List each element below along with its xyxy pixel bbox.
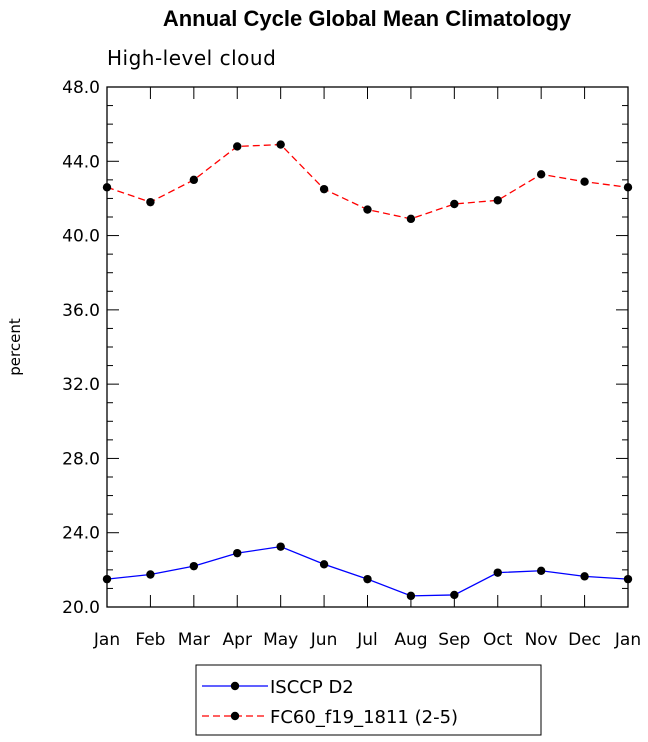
x-tick-label: Jul [356,630,378,650]
data-point [319,560,329,569]
data-point [623,183,633,192]
data-point [406,214,416,224]
y-tick-label: 48.0 [62,78,100,98]
series-line [106,545,629,597]
x-tick-label: Dec [568,630,601,650]
series-2 [102,140,633,224]
chart-title: Annual Cycle Global Mean Climatology [163,6,572,31]
y-tick-label: 28.0 [62,449,100,469]
data-point [580,572,589,581]
data-point [276,542,285,551]
x-tick-label: Apr [223,630,252,650]
plot-frame [106,86,629,608]
data-point [363,205,372,214]
legend-label: FC60_f19_1811 (2-5) [270,707,458,728]
x-tick-label: Mar [178,630,210,650]
legend-box [195,664,542,736]
y-tick-label: 44.0 [62,152,100,172]
x-tick-label: Jun [310,630,338,650]
legend-marker [230,681,240,691]
chart-subtitle: High-level cloud [107,46,276,70]
data-point [536,170,546,179]
legend-marker [230,711,240,721]
data-point [102,183,112,192]
data-point [580,177,589,186]
series-layer [102,140,633,601]
data-point [146,570,155,579]
data-point [450,199,459,209]
data-point [363,574,372,584]
data-point [493,568,502,577]
data-point [233,548,242,558]
legend: ISCCP D2 FC60_f19_1811 (2-5) [195,664,542,736]
x-tick-label: Aug [394,630,427,650]
y-tick-label: 32.0 [62,375,100,395]
y-tick-label: 24.0 [62,524,100,544]
x-tick-label: Jan [93,630,120,650]
x-tick-label: Nov [525,630,558,650]
y-tick-label: 40.0 [62,227,100,247]
data-point [146,197,155,207]
data-point [536,566,546,575]
data-point [623,574,633,584]
y-tick-label: 20.0 [62,598,100,618]
data-point [450,590,459,600]
legend-label: ISCCP D2 [270,677,354,698]
y-tick-label: 36.0 [62,301,100,321]
data-point [189,175,199,185]
data-point [493,196,502,205]
data-point [406,591,416,601]
data-point [233,142,242,151]
data-point [276,140,285,149]
series-1 [102,542,633,601]
x-tick-label: Feb [135,630,165,650]
data-point [102,574,112,584]
data-point [319,184,329,194]
data-point [189,561,199,571]
y-axis-label: percent [6,318,24,376]
x-tick-label: Oct [483,630,513,650]
x-tick-label: Sep [438,630,470,650]
x-tick-label: Jan [614,630,641,650]
plot-area: 20.0 24.0 28.0 32.0 36.0 40.0 44.0 48.0 Jan Feb Ma… [62,78,641,650]
x-tick-label: May [263,630,298,650]
